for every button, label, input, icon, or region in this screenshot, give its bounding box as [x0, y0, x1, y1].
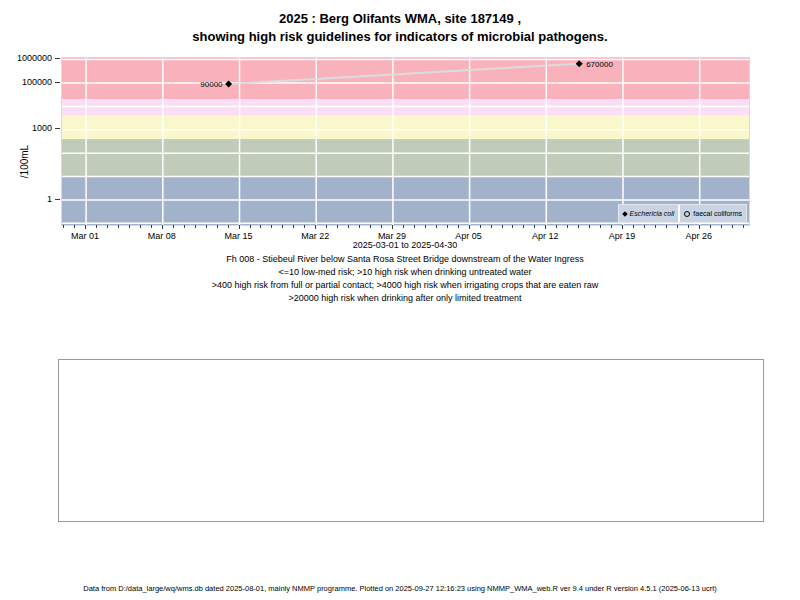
- x-minor-tick: [677, 225, 678, 228]
- x-minor-tick: [655, 225, 656, 228]
- chart-title-line2: showing high risk guidelines for indicat…: [0, 29, 800, 44]
- x-minor-tick: [414, 225, 415, 228]
- x-major-tick: [622, 225, 623, 229]
- x-minor-tick: [282, 225, 283, 228]
- x-major-tick: [392, 225, 393, 229]
- x-minor-tick: [184, 225, 185, 228]
- x-minor-tick: [710, 225, 711, 228]
- y-tick: [55, 82, 60, 83]
- legend-entry-escherichia-coli: Eschericia coli: [619, 205, 679, 222]
- x-minor-tick: [250, 225, 251, 228]
- plot-area: 90000 670000 Eschericia coli faecal colif…: [61, 57, 750, 226]
- x-minor-tick: [688, 225, 689, 228]
- x-minor-tick: [337, 225, 338, 228]
- open-circle-marker-icon: [684, 211, 690, 217]
- x-minor-tick: [228, 225, 229, 228]
- legend-label: Eschericia coli: [630, 210, 675, 217]
- data-point-label: 670000: [586, 60, 613, 69]
- x-minor-tick: [173, 225, 174, 228]
- x-axis-subtitle: 2025-03-01 to 2025-04-30: [0, 240, 800, 250]
- caption-guideline-3: >20000 high risk when drinking after onl…: [0, 293, 800, 303]
- annotation-box: [58, 359, 764, 522]
- x-major-tick: [162, 225, 163, 229]
- x-minor-tick: [425, 225, 426, 228]
- x-minor-tick: [644, 225, 645, 228]
- x-minor-tick: [206, 225, 207, 228]
- x-minor-tick: [743, 225, 744, 228]
- x-minor-tick: [589, 225, 590, 228]
- x-minor-tick: [63, 225, 64, 228]
- x-minor-tick: [271, 225, 272, 228]
- x-minor-tick: [304, 225, 305, 228]
- risk-band-high-risk-drinking-untreated: [62, 139, 749, 176]
- x-major-tick: [85, 225, 86, 229]
- y-tick-label: 1: [0, 194, 52, 204]
- x-minor-tick: [107, 225, 108, 228]
- x-minor-tick: [326, 225, 327, 228]
- x-minor-tick: [480, 225, 481, 228]
- x-minor-tick: [129, 225, 130, 228]
- y-tick-label: 1000: [0, 123, 52, 133]
- x-major-tick: [545, 225, 546, 229]
- x-minor-tick: [578, 225, 579, 228]
- caption-guideline-1: <=10 low-med risk; >10 high risk when dr…: [0, 267, 800, 277]
- x-major-tick: [239, 225, 240, 229]
- y-tick-label: 1000000: [0, 53, 52, 63]
- x-minor-tick: [556, 225, 557, 228]
- data-point-label: 90000: [200, 80, 223, 89]
- x-minor-tick: [96, 225, 97, 228]
- x-minor-tick: [512, 225, 513, 228]
- x-minor-tick: [260, 225, 261, 228]
- x-minor-tick: [293, 225, 294, 228]
- y-tick: [55, 58, 60, 59]
- x-minor-tick: [523, 225, 524, 228]
- x-minor-tick: [370, 225, 371, 228]
- legend: Eschericia coli faecal coliforms: [618, 204, 747, 223]
- x-minor-tick: [381, 225, 382, 228]
- x-minor-tick: [118, 225, 119, 228]
- x-minor-tick: [611, 225, 612, 228]
- x-minor-tick: [140, 225, 141, 228]
- x-minor-tick: [600, 225, 601, 228]
- y-axis-label: /100mL: [19, 138, 30, 186]
- x-minor-tick: [359, 225, 360, 228]
- legend-label: faecal coliforms: [693, 210, 742, 217]
- x-minor-tick: [195, 225, 196, 228]
- caption-guideline-2: >400 high risk from full or partial cont…: [0, 280, 800, 290]
- x-minor-tick: [666, 225, 667, 228]
- caption-site-description: Fh 008 - Stiebeul River below Santa Rosa…: [0, 254, 800, 264]
- x-minor-tick: [633, 225, 634, 228]
- chart-title-line1: 2025 : Berg Olifants WMA, site 187149 ,: [0, 11, 800, 26]
- x-minor-tick: [502, 225, 503, 228]
- x-minor-tick: [567, 225, 568, 228]
- x-minor-tick: [151, 225, 152, 228]
- risk-band-high-risk-drinking-limited-treatment: [62, 58, 749, 99]
- x-minor-tick: [458, 225, 459, 228]
- x-minor-tick: [732, 225, 733, 228]
- risk-band-high-risk-irrigating-raw-crops: [62, 99, 749, 115]
- y-tick-label: 100000: [0, 77, 52, 87]
- footer-text: Data from D:/data_large/wq/wms.db dated …: [0, 584, 800, 593]
- plot-svg: 90000 670000: [62, 58, 749, 225]
- x-major-tick: [315, 225, 316, 229]
- diamond-marker-icon: [622, 211, 628, 217]
- x-minor-tick: [74, 225, 75, 228]
- x-minor-tick: [534, 225, 535, 228]
- x-minor-tick: [721, 225, 722, 228]
- x-minor-tick: [436, 225, 437, 228]
- x-major-tick: [469, 225, 470, 229]
- x-minor-tick: [348, 225, 349, 228]
- x-minor-tick: [491, 225, 492, 228]
- y-tick: [55, 128, 60, 129]
- x-minor-tick: [403, 225, 404, 228]
- risk-band-high-risk-contact: [62, 116, 749, 139]
- x-minor-tick: [447, 225, 448, 228]
- y-tick: [55, 199, 60, 200]
- legend-entry-faecal-coliforms: faecal coliforms: [680, 205, 746, 222]
- x-minor-tick: [217, 225, 218, 228]
- x-major-tick: [699, 225, 700, 229]
